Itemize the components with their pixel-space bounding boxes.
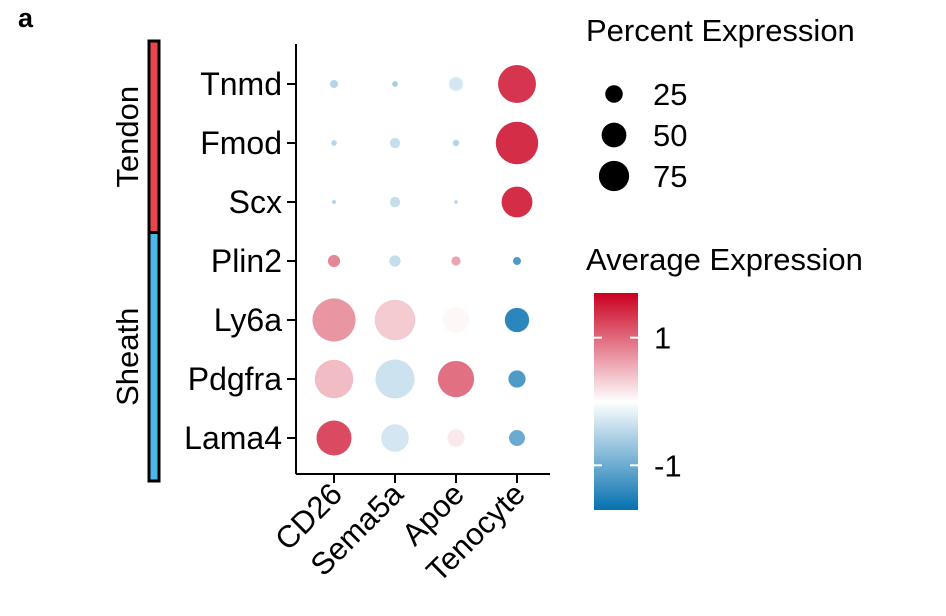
dot-pdgfra-tenocyte	[508, 370, 526, 388]
dot-fmod-cd26	[331, 140, 337, 146]
size-legend-label: 25	[653, 77, 687, 112]
dot-scx-cd26	[331, 199, 337, 205]
dot-lama4-cd26	[316, 420, 352, 456]
dot-tnmd-sema5a	[392, 81, 398, 87]
gene-label: Ly6a	[214, 302, 282, 338]
dot-fmod-apoe	[452, 139, 460, 147]
dot-scx-tenocyte	[501, 186, 533, 218]
dot-scx-sema5a	[389, 196, 401, 208]
size-legend-label: 50	[653, 118, 687, 153]
gene-label: Scx	[229, 184, 282, 220]
group-label-tendon: Tendon	[110, 86, 145, 188]
dot-pdgfra-sema5a	[375, 359, 415, 399]
group-label-sheath: Sheath	[110, 308, 145, 406]
dot-scx-apoe	[454, 200, 458, 204]
gene-label: Pdgfra	[188, 361, 282, 397]
dot-fmod-tenocyte	[495, 121, 539, 165]
dot-tnmd-apoe	[449, 77, 463, 91]
dot-tnmd-cd26	[330, 80, 338, 88]
dot-ly6a-cd26	[312, 298, 356, 342]
size-legend-title: Percent Expression	[586, 13, 855, 48]
dot-fmod-sema5a	[389, 137, 401, 149]
dot-ly6a-sema5a	[374, 299, 416, 341]
size-legend-dot	[605, 85, 623, 103]
dot-plin2-tenocyte	[513, 257, 521, 265]
color-legend-label: 1	[654, 321, 671, 356]
group-annotation-bars: Tendon Sheath	[110, 39, 161, 483]
dot-lama4-apoe	[447, 429, 465, 447]
color-legend-ticks: 1 -1	[594, 321, 682, 483]
color-legend-title: Average Expression	[586, 242, 863, 277]
color-legend-label: -1	[654, 448, 682, 483]
size-legend-label: 75	[653, 159, 687, 194]
dot-grid	[312, 65, 539, 456]
color-legend-bar	[594, 293, 638, 510]
dot-lama4-sema5a	[381, 424, 409, 452]
panel-label: a	[18, 3, 34, 33]
gene-label: Lama4	[184, 420, 282, 456]
size-legend-dot	[598, 160, 630, 192]
gene-label: Plin2	[211, 243, 282, 279]
dot-plin2-sema5a	[389, 255, 401, 267]
gene-label: Tnmd	[200, 66, 282, 102]
gene-label: Fmod	[200, 125, 282, 161]
dot-ly6a-apoe	[442, 306, 470, 334]
dot-ly6a-tenocyte	[504, 307, 530, 333]
size-legend: 25 50 75	[598, 77, 687, 194]
dot-plin2-cd26	[327, 254, 341, 268]
dot-pdgfra-apoe	[437, 360, 475, 398]
dot-pdgfra-cd26	[314, 359, 354, 399]
dot-tnmd-tenocyte	[498, 65, 536, 103]
gene-axis-labels: Tnmd Fmod Scx Plin2 Ly6a Pdgfra Lama4	[184, 66, 282, 456]
size-legend-dot	[601, 122, 627, 148]
group-bar-sheath	[147, 231, 161, 483]
plot-axes	[287, 44, 550, 483]
dot-lama4-tenocyte	[509, 430, 525, 446]
dot-plin2-apoe	[451, 256, 461, 266]
group-bar-tendon	[147, 39, 161, 234]
